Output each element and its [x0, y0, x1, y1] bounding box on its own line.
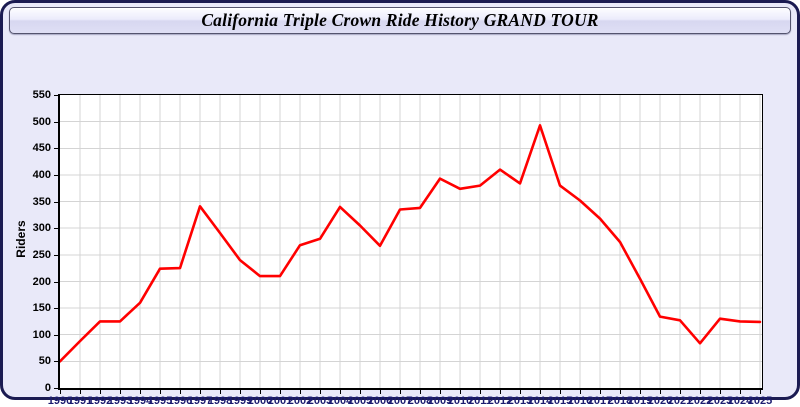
y-axis-tick: [54, 388, 58, 389]
x-axis-tick: [280, 390, 281, 394]
y-axis-tick-label: 100: [32, 328, 51, 341]
x-axis-tick: [180, 390, 181, 394]
y-axis-tick-label: 450: [32, 142, 51, 155]
title-bar: California Triple Crown Ride History GRA…: [9, 7, 791, 34]
y-axis-tick: [54, 361, 58, 363]
x-axis-tick: [440, 390, 441, 394]
x-axis-tick: [500, 390, 501, 394]
x-axis-tick: [760, 390, 761, 394]
x-axis-tick: [140, 390, 141, 394]
x-axis-tick: [400, 390, 401, 394]
plot-area: [58, 94, 763, 390]
x-axis-tick: [540, 390, 541, 394]
x-axis-tick: [260, 390, 261, 394]
x-axis-tick: [320, 390, 321, 394]
x-axis-tick: [340, 390, 341, 394]
x-axis-tick: [560, 390, 561, 394]
y-axis-tick-label: 500: [32, 115, 51, 128]
x-axis-tick: [200, 390, 201, 394]
x-axis-tick: [120, 390, 121, 394]
y-axis-tick-label: 250: [32, 248, 51, 261]
y-axis-tick: [54, 201, 58, 203]
y-axis-tick: [54, 228, 58, 230]
y-axis-tick: [54, 95, 58, 96]
x-axis-tick: [240, 390, 241, 394]
x-axis-tick: [680, 390, 681, 394]
y-axis-tick: [54, 334, 58, 336]
x-axis-tick: [580, 390, 581, 394]
x-axis-tick: [640, 390, 641, 394]
x-axis-tick: [620, 390, 621, 394]
x-axis-tick: [160, 390, 161, 394]
x-axis-tick: [740, 390, 741, 394]
y-axis-tick-label: 150: [32, 302, 51, 315]
x-axis-tick: [100, 390, 101, 394]
y-axis-tick-label: 50: [38, 355, 51, 368]
y-axis-tick: [54, 254, 58, 256]
x-axis-tick: [220, 390, 221, 394]
x-axis-tick: [520, 390, 521, 394]
x-axis-tick: [420, 390, 421, 394]
y-axis-tick-label: 200: [32, 275, 51, 288]
y-axis-tick: [54, 308, 58, 310]
x-axis-tick: [380, 390, 381, 394]
x-axis-tick: [700, 390, 701, 394]
chart-title: California Triple Crown Ride History GRA…: [201, 10, 599, 30]
x-axis-tick: [460, 390, 461, 394]
chart-region: Riders 0 50 100 150 200 250 300 350 400 450 500 550…: [3, 36, 797, 407]
x-axis-tick: [660, 390, 661, 394]
y-axis-tick-label: 0: [44, 382, 51, 394]
line-chart-canvas: [60, 95, 762, 388]
x-axis-tick: [720, 390, 721, 394]
y-axis-tick: [54, 148, 58, 150]
x-axis-tick: [480, 390, 481, 394]
x-axis-tick: [80, 390, 81, 394]
y-axis-tick: [54, 174, 58, 176]
y-axis-tick: [54, 121, 58, 123]
y-axis-tick-label: 400: [32, 168, 51, 181]
x-axis-tick: [360, 390, 361, 394]
x-axis-tick: [600, 390, 601, 394]
y-axis-tick-label: 350: [32, 195, 51, 208]
y-axis-tick-label: 300: [32, 222, 51, 235]
x-axis-tick-label: 2025: [747, 395, 773, 407]
x-axis-tick: [300, 390, 301, 394]
x-axis-tick: [60, 390, 61, 394]
y-axis-tick-label: 550: [32, 89, 51, 101]
y-axis-tick: [54, 281, 58, 283]
